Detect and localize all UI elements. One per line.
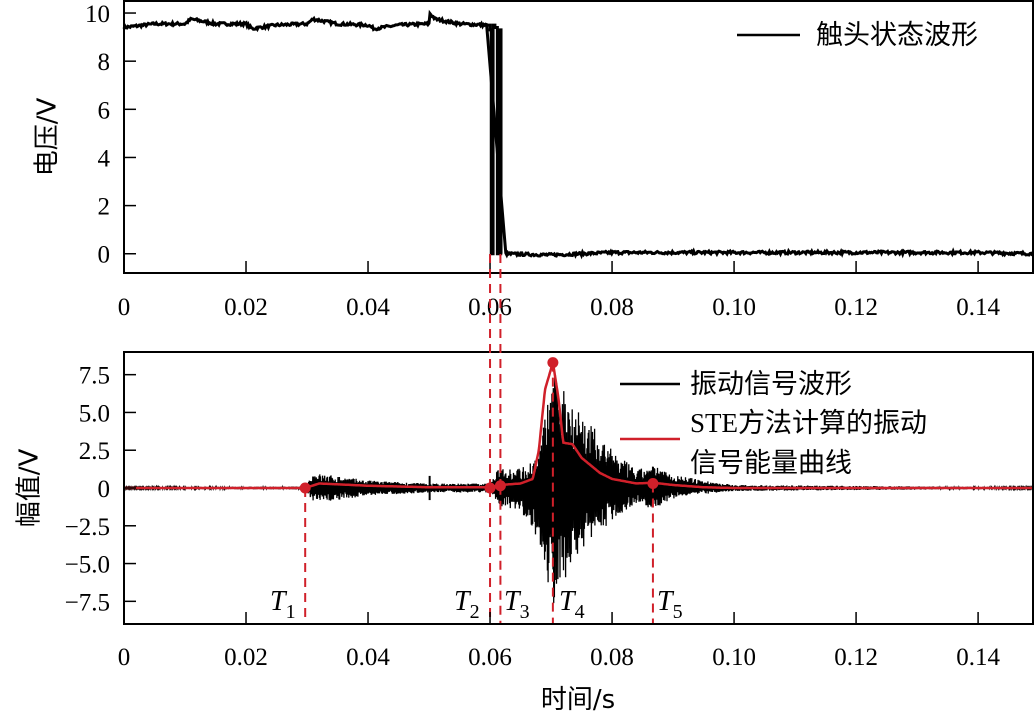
y-tick-label: 0 [98, 242, 111, 269]
x-tick-label: 0.10 [712, 294, 756, 321]
legend-label-vibration-signal: 振动信号波形 [690, 369, 852, 400]
x-tick-label: 0.12 [834, 644, 878, 671]
x-tick-label: 0.08 [590, 644, 634, 671]
y-tick-label: −5.0 [65, 552, 110, 579]
top-y-axis: 0 2 4 6 8 10 [85, 1, 136, 269]
contact-state-waveform [122, 9, 1034, 260]
top-y-axis-title: 电压/V [33, 98, 63, 177]
top-axes-frame [123, 0, 1034, 274]
y-tick-label: 2 [98, 194, 111, 221]
bottom-plot-area [123, 357, 1034, 624]
ste-energy-curve [124, 362, 1033, 490]
x-tick-label: 0 [118, 294, 131, 321]
y-tick-label: 4 [98, 145, 111, 172]
x-tick-label: 0.02 [224, 294, 268, 321]
top-x-axis: 0 0.02 0.04 0.06 0.08 0.10 0.12 0.14 [118, 261, 1000, 321]
marker-label-t3: T3 [504, 586, 530, 623]
legend-label-contact-state: 触头状态波形 [816, 20, 978, 51]
legend-label-ste-energy-line2: 信号能量曲线 [690, 448, 852, 479]
marker-label-t1: T1 [270, 586, 296, 623]
contact-transition-guides [489, 254, 502, 488]
y-tick-label: −2.5 [65, 514, 110, 541]
bottom-panel: 0 0.02 0.04 0.06 0.08 0.10 0.12 0.14 −7.5 −5.0 −2… [15, 351, 1034, 715]
bottom-y-axis: −7.5 −5.0 −2.5 0 2.5 5.0 7.5 [65, 363, 136, 616]
x-tick-label: 0 [118, 644, 131, 671]
top-legend: 触头状态波形 [737, 20, 978, 51]
marker-point-t4 [547, 357, 559, 369]
x-tick-label: 0.10 [712, 644, 756, 671]
marker-label-t2: T2 [454, 586, 480, 623]
y-tick-label: 7.5 [79, 363, 110, 390]
bottom-x-axis: 0 0.02 0.04 0.06 0.08 0.10 0.12 0.14 [118, 612, 1000, 671]
y-tick-label: 6 [98, 97, 111, 124]
time-marker-labels: T1 T2 T3 T4 T5 [270, 586, 683, 623]
legend-label-ste-energy-line1: STE方法计算的振动 [690, 408, 927, 439]
y-tick-label: 10 [85, 1, 110, 28]
marker-label-t4: T4 [559, 586, 585, 623]
legend-label-ste-prefix: STE [690, 408, 738, 438]
x-tick-label: 0.14 [956, 294, 1000, 321]
y-tick-label: 0 [98, 476, 111, 503]
y-tick-label: 8 [98, 49, 111, 76]
x-tick-label: 0.04 [346, 644, 390, 671]
contact-state-step [486, 23, 503, 256]
marker-point-t1 [299, 482, 311, 494]
x-tick-label: 0.14 [956, 644, 1000, 671]
y-tick-label: −7.5 [65, 589, 110, 616]
x-tick-label: 0.04 [346, 294, 390, 321]
x-tick-label: 0.12 [834, 294, 878, 321]
marker-point-t5 [647, 477, 659, 489]
top-plot-area [122, 9, 1034, 260]
bottom-y-axis-title: 幅值/V [15, 449, 45, 528]
y-tick-label: 2.5 [79, 438, 110, 465]
x-axis-title: 时间/s [541, 685, 615, 715]
legend-label-ste-rest: 方法计算的振动 [738, 408, 927, 439]
x-tick-label: 0.06 [468, 644, 512, 671]
bottom-legend: 振动信号波形 STE方法计算的振动 信号能量曲线 [620, 369, 927, 479]
y-tick-label: 5.0 [79, 400, 110, 427]
x-tick-label: 0.08 [590, 294, 634, 321]
marker-label-t5: T5 [657, 586, 683, 623]
x-tick-label: 0.02 [224, 644, 268, 671]
